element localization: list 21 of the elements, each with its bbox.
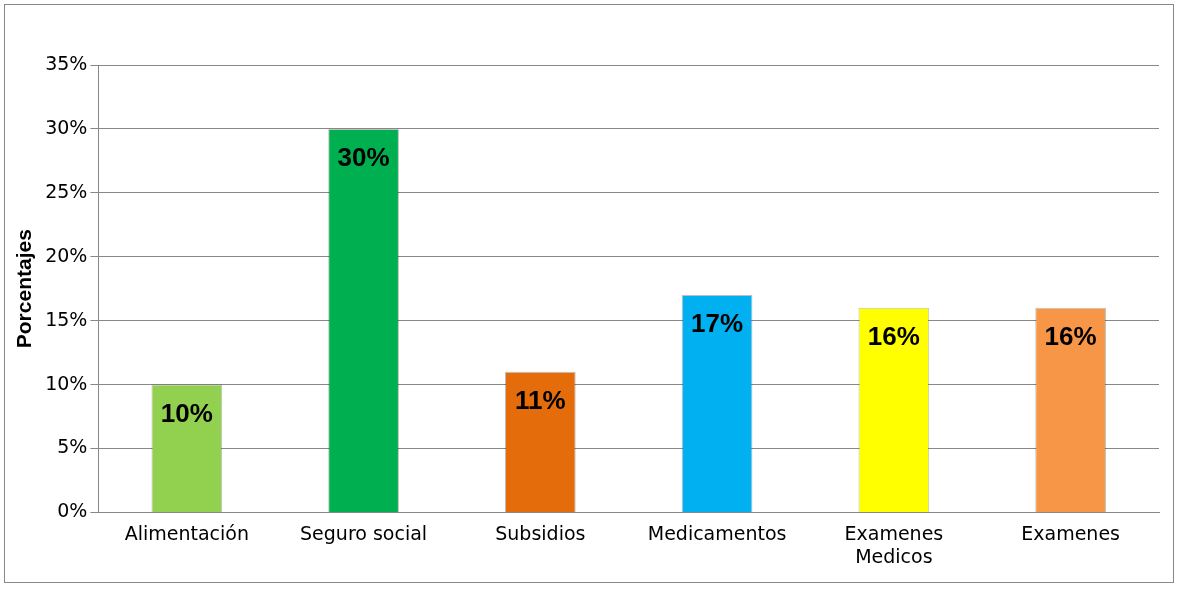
- y-tick-label: 20%: [45, 243, 88, 266]
- data-label: 17%: [691, 308, 744, 339]
- y-tick-label: 35%: [45, 51, 88, 74]
- data-label: 11%: [515, 384, 566, 415]
- y-tick-label: 15%: [45, 307, 88, 330]
- data-label: 16%: [1044, 321, 1097, 352]
- x-tick-label: Seguro social: [300, 521, 428, 544]
- y-tick-label: 30%: [45, 115, 88, 138]
- x-tick-label: Subsidios: [495, 521, 586, 544]
- x-tick-label: Alimentación: [124, 521, 249, 544]
- x-tick-label: Medicamentos: [647, 521, 787, 544]
- y-tick-label: 0%: [57, 499, 88, 522]
- y-tick-label: 10%: [45, 371, 88, 394]
- data-label: 16%: [867, 321, 920, 352]
- y-tick-label: 5%: [57, 435, 88, 458]
- data-label: 10%: [160, 397, 213, 428]
- data-label: 30%: [337, 142, 390, 173]
- y-axis-title: Porcentajes: [12, 229, 36, 349]
- x-tick-label: Examenes Medicos: [844, 521, 944, 567]
- y-tick-label: 25%: [45, 179, 88, 202]
- x-tick-label: Examenes: [1021, 521, 1120, 544]
